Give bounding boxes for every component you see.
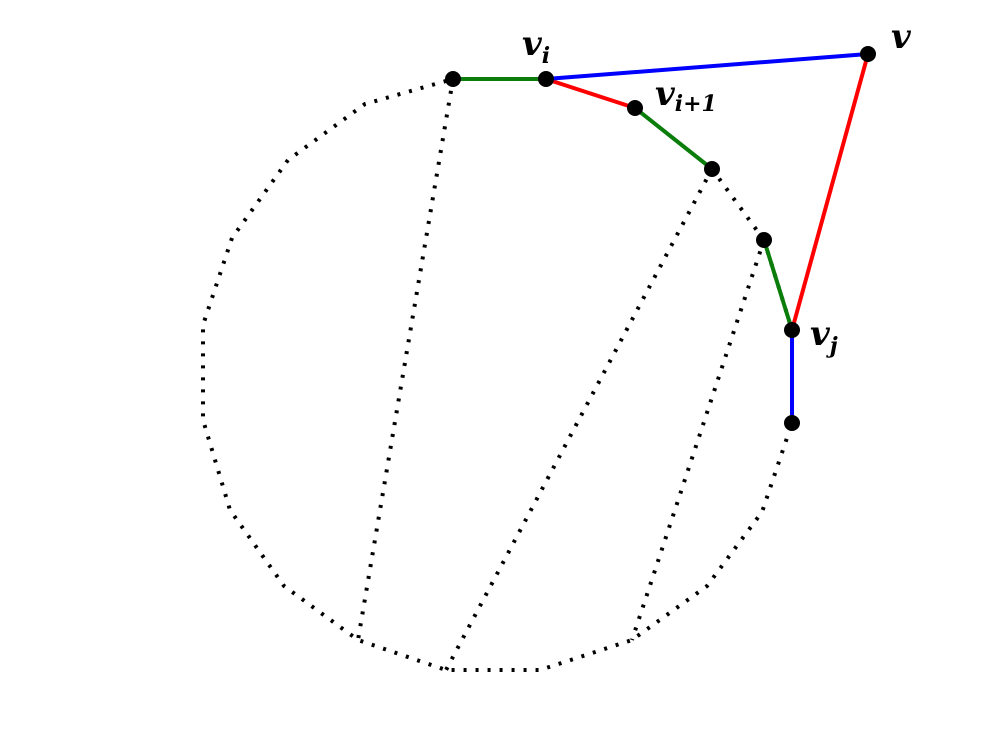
vertex-below-vj	[784, 415, 800, 431]
label-vi1: vi+1	[655, 74, 717, 117]
blue-edge-vi-to-v	[545, 52, 869, 81]
diagonal-3	[630, 239, 766, 641]
vertex-vi1	[627, 100, 643, 116]
label-vi: vi	[522, 24, 550, 69]
vertex-vj	[784, 322, 800, 338]
diagonal-1	[356, 78, 455, 641]
diagonal-2	[444, 168, 714, 671]
green-edge-to-vj	[762, 239, 794, 331]
vertex-after-vi1	[704, 161, 720, 177]
polygon-boundary-dotted	[201, 77, 794, 672]
vertex-v	[860, 46, 876, 62]
vertex-before-vj	[756, 232, 772, 248]
vertex-top-left	[445, 71, 461, 87]
boundary-dotted-segment	[710, 167, 766, 242]
green-edge-vi1-to-next	[633, 106, 714, 171]
label-vj: vj	[810, 314, 838, 359]
label-v: v	[891, 17, 912, 57]
red-edge-vi-to-vi1	[545, 77, 636, 110]
red-edge-v-to-vj	[790, 53, 870, 331]
vertex-vi	[538, 71, 554, 87]
